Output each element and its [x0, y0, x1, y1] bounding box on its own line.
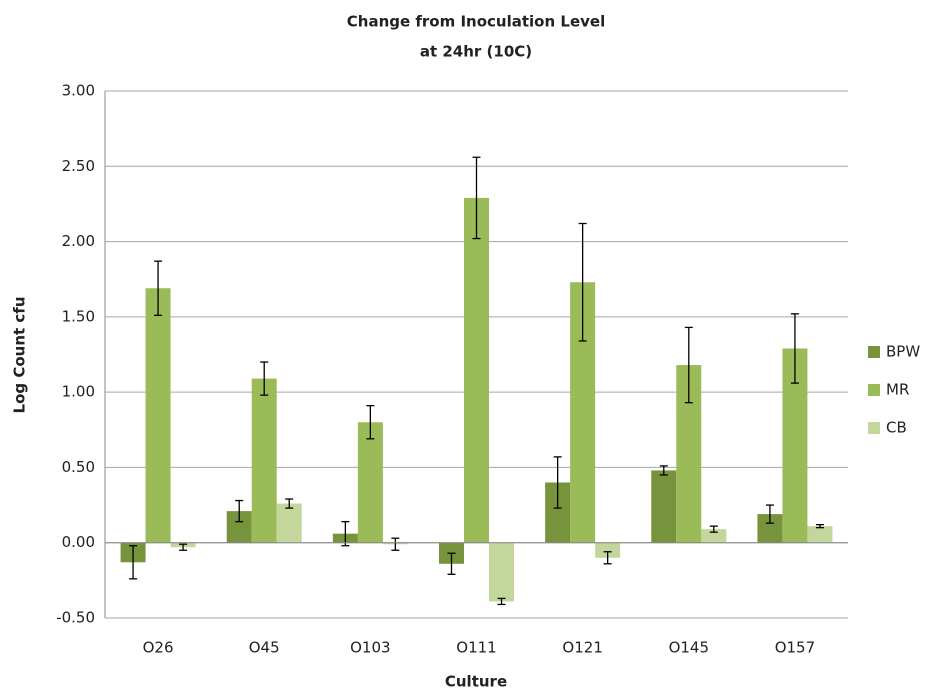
bar — [145, 288, 171, 543]
y-tick-label: 0.00 — [62, 533, 95, 551]
y-tick-label: 2.00 — [62, 232, 95, 250]
x-tick-label: O145 — [669, 639, 709, 657]
legend-swatch — [868, 384, 880, 396]
error-bar — [447, 552, 456, 575]
x-tick-label: O26 — [143, 639, 174, 657]
y-tick-label: 3.00 — [62, 82, 95, 100]
y-axis-label: Log Count cfu — [11, 297, 29, 414]
x-tick-label: O103 — [350, 639, 390, 657]
y-tick-label: 0.50 — [62, 458, 95, 476]
x-axis-label: Culture — [445, 673, 507, 691]
error-bar — [790, 313, 799, 384]
error-bar — [765, 504, 774, 524]
error-bar — [260, 361, 269, 396]
x-tick-label: O157 — [775, 639, 815, 657]
bar — [701, 529, 727, 543]
chart-title: at 24hr (10C) — [420, 43, 532, 61]
error-bar — [391, 537, 400, 551]
x-tick-label: O111 — [456, 639, 496, 657]
legend-swatch — [868, 346, 880, 358]
legend-label: CB — [886, 419, 907, 437]
bar — [357, 422, 383, 543]
error-bar — [472, 156, 481, 240]
error-bar — [553, 456, 562, 509]
error-bar — [154, 260, 163, 317]
bar — [595, 542, 621, 558]
error-bar — [285, 498, 294, 509]
y-tick-label: 2.50 — [62, 157, 95, 175]
legend-label: MR — [886, 381, 909, 399]
y-tick-label: 1.00 — [62, 383, 95, 401]
bar — [651, 470, 677, 543]
error-bar — [341, 520, 350, 547]
bar — [464, 197, 489, 543]
error-bar — [709, 525, 718, 533]
legend-swatch — [868, 422, 880, 434]
chart-title: Change from Inoculation Level — [347, 13, 605, 31]
error-bar — [684, 326, 693, 404]
bar — [489, 542, 514, 602]
y-tick-label: -0.50 — [56, 609, 95, 627]
error-bar — [603, 551, 612, 565]
error-bar — [129, 545, 138, 580]
x-tick-label: O121 — [562, 639, 602, 657]
error-bar — [179, 543, 188, 551]
bar — [251, 378, 277, 543]
error-bar — [497, 597, 506, 606]
error-bar — [366, 405, 375, 440]
y-tick-label: 1.50 — [62, 307, 95, 325]
error-bar — [815, 523, 824, 529]
error-bar — [578, 222, 587, 342]
bar — [807, 526, 833, 543]
bar — [276, 503, 302, 543]
legend-label: BPW — [886, 343, 920, 361]
error-bar — [659, 465, 668, 476]
error-bar — [235, 499, 244, 523]
x-tick-label: O45 — [249, 639, 280, 657]
